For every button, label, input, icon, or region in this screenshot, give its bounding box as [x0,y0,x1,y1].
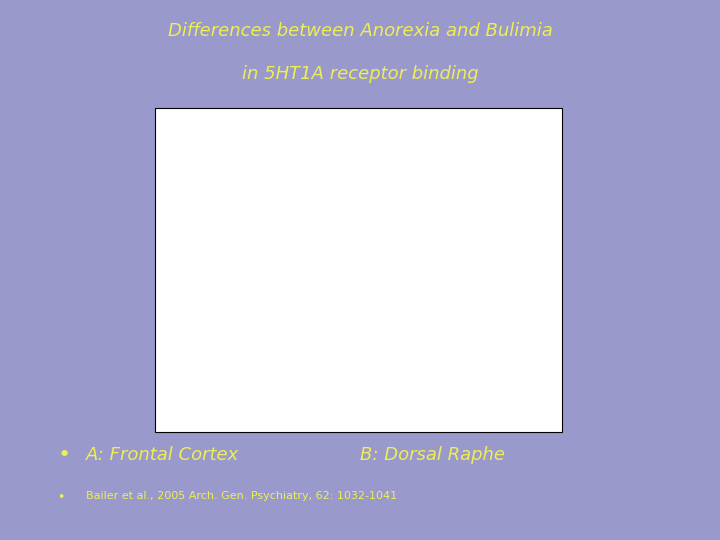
Point [273,219,284,228]
Point [320,269,331,278]
Point [510,315,521,324]
Y-axis label: [11C]WAY-100635 BP: [11C]WAY-100635 BP [180,201,189,296]
Point [274,190,285,198]
Point [225,259,237,267]
Point [450,332,462,341]
Text: •: • [58,446,71,465]
Point [449,236,460,245]
Point [221,252,233,261]
Point [384,307,396,315]
Point [449,232,461,240]
Point [384,315,396,324]
Point [319,206,330,215]
Point [323,246,335,255]
Point [515,152,526,161]
Point [446,290,458,299]
Point [275,244,287,253]
Point [220,296,232,305]
Point [386,361,397,370]
Point [322,242,333,251]
Point [274,200,285,209]
Point [227,244,238,253]
Point [387,313,398,322]
Point [386,323,397,332]
Point [515,319,526,328]
Point [274,169,286,178]
Point [224,240,235,248]
Point [517,311,528,320]
Text: Bailer et al., 2005 Arch. Gen. Psychiatry, 62: 1032-1041: Bailer et al., 2005 Arch. Gen. Psychiatr… [86,491,397,502]
Text: A: A [210,122,216,131]
Point [513,345,524,353]
Point [512,317,523,326]
Point [387,302,398,311]
Point [390,309,402,318]
Point [449,307,460,315]
Point [272,198,284,207]
Point [225,299,237,307]
Point [320,252,331,261]
Point [454,299,466,307]
Point [386,317,397,326]
Text: A: Frontal Cortex: A: Frontal Cortex [86,446,240,463]
Text: •: • [58,491,65,504]
Point [273,194,284,202]
Point [220,242,232,251]
Point [390,340,401,349]
Text: in 5HT1A receptor binding: in 5HT1A receptor binding [242,65,478,83]
Point [272,192,284,200]
Point [318,248,330,257]
Point [270,206,282,215]
Point [447,244,459,253]
Point [222,261,233,269]
Point [513,198,524,207]
Point [321,232,333,240]
Point [225,221,237,230]
Point [323,177,335,186]
Text: B: Dorsal Raphe: B: Dorsal Raphe [360,446,505,463]
Point [449,269,461,278]
Point [225,248,237,257]
Point [512,342,523,351]
Text: Differences between Anorexia and Bulimia: Differences between Anorexia and Bulimia [168,22,552,39]
Point [384,311,395,320]
Point [318,256,330,265]
Point [451,292,463,301]
Point [318,244,329,253]
Point [454,319,465,328]
Point [224,278,235,286]
Point [391,319,402,328]
Point [272,136,284,144]
Point [225,286,236,294]
Point [510,347,521,355]
Point [226,232,238,240]
Point [451,294,462,303]
Point [273,173,284,181]
Point [222,265,233,274]
Text: B: B [367,122,374,131]
Point [272,196,284,205]
Point [324,278,336,286]
Point [271,202,283,211]
Point [516,290,527,299]
Point [392,296,403,305]
Point [225,280,237,288]
Point [392,299,403,307]
Point [451,302,463,311]
Point [323,211,335,219]
Point [274,242,285,251]
Point [225,223,236,232]
Point [516,349,528,357]
Point [517,223,528,232]
Point [222,177,234,186]
Point [222,256,233,265]
